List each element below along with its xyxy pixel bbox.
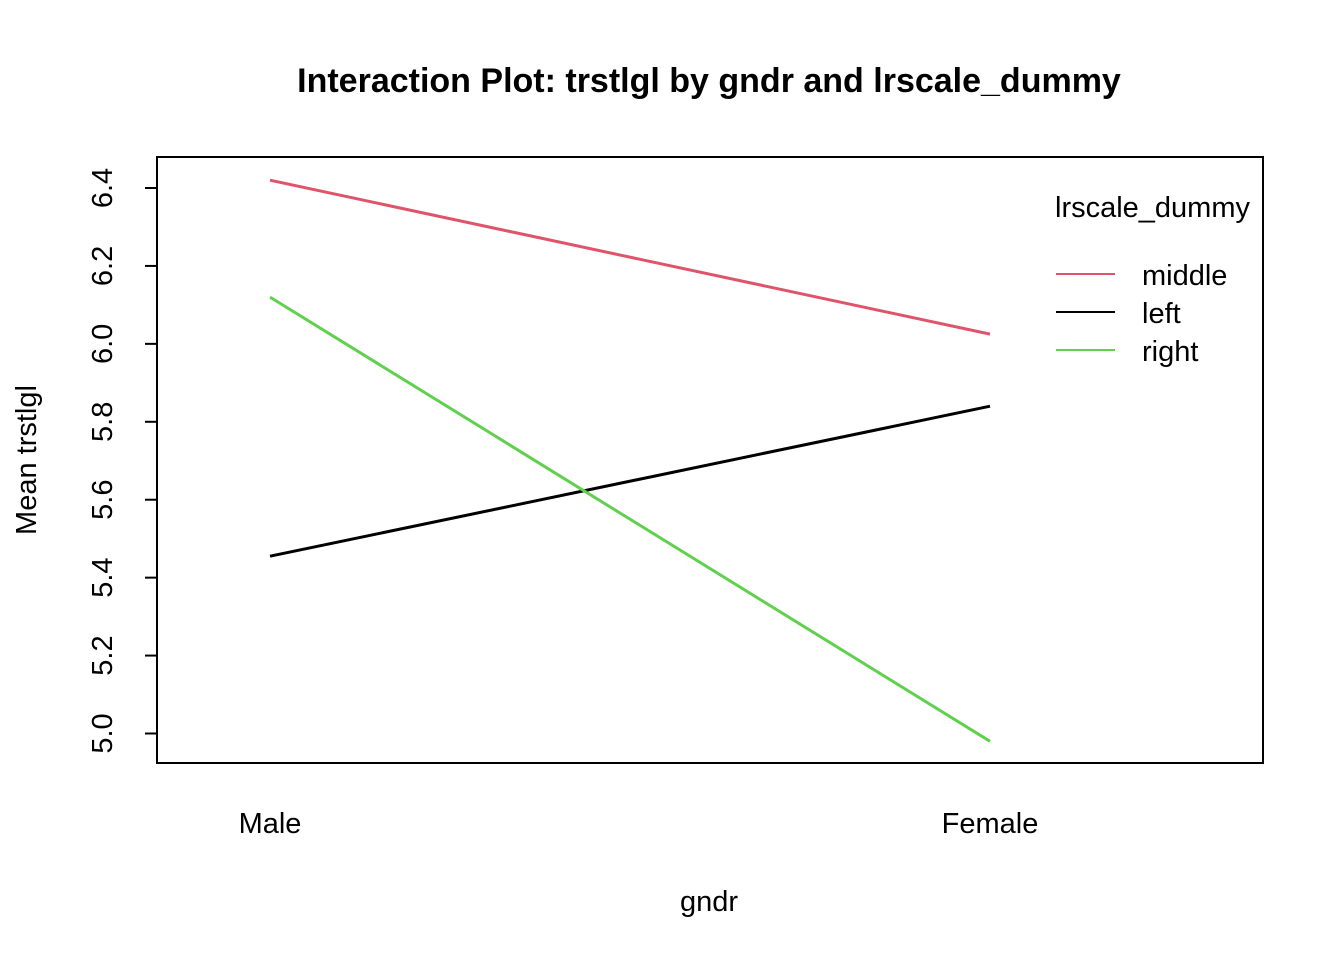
y-tick-label: 5.0 (87, 713, 119, 753)
y-tick-label: 6.4 (87, 168, 119, 208)
x-axis: Male Female (239, 808, 1039, 840)
series-line-middle (269, 178, 991, 336)
series-lines (269, 178, 991, 743)
chart-title: Interaction Plot: trstlgl by gndr and lr… (297, 62, 1121, 100)
legend-items: middle left right (1056, 260, 1227, 368)
legend: lrscale_dummy middle left right (1055, 192, 1250, 368)
series-line-right (269, 295, 991, 743)
y-tick-label: 5.6 (87, 480, 119, 520)
y-axis-label: Mean trstlgl (11, 385, 43, 535)
plot-frame (156, 156, 1264, 764)
legend-label-left: left (1142, 298, 1181, 330)
legend-label-middle: middle (1142, 260, 1227, 292)
x-axis-label: gndr (680, 886, 738, 918)
y-tick-label: 5.4 (87, 557, 119, 597)
legend-title: lrscale_dummy (1055, 192, 1250, 224)
y-tick-label: 5.8 (87, 402, 119, 442)
series-line-left (269, 404, 991, 558)
x-tick-label: Male (239, 808, 302, 840)
y-tick-label: 5.2 (87, 635, 119, 675)
legend-label-right: right (1142, 336, 1198, 368)
y-tick-label: 6.0 (87, 324, 119, 364)
y-axis: 5.0 5.2 5.4 5.6 5.8 6.0 6.2 6.4 (87, 168, 158, 754)
x-tick-label: Female (942, 808, 1039, 840)
y-tick-label: 6.2 (87, 246, 119, 286)
